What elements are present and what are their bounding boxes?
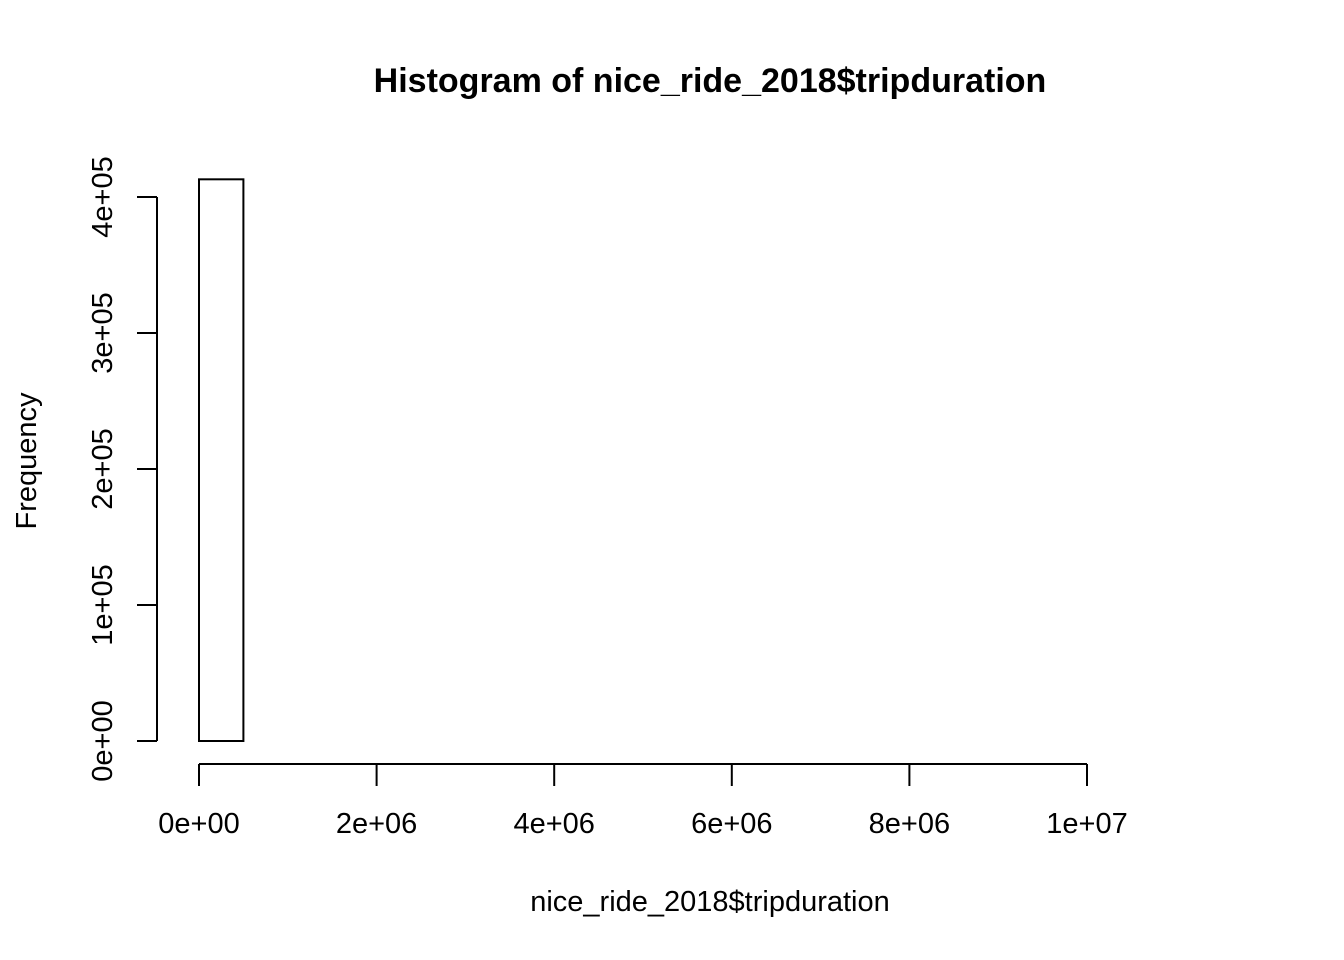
x-axis: 0e+00 2e+06 4e+06 6e+06 8e+06 1e+07 [158, 763, 1128, 840]
x-tick-label: 0e+00 [158, 808, 239, 840]
histogram-bars [198, 178, 245, 742]
x-tick-label: 2e+06 [336, 808, 417, 840]
histogram-bar [198, 178, 245, 742]
chart-title: Histogram of nice_ride_2018$tripduration [374, 62, 1047, 100]
y-axis-label: Frequency [11, 392, 43, 530]
x-tick-label: 8e+06 [869, 808, 950, 840]
y-axis: 0e+00 1e+05 2e+05 3e+05 4e+05 [87, 156, 158, 782]
y-tick-label: 2e+05 [87, 428, 119, 509]
x-tick-label: 1e+07 [1046, 808, 1127, 840]
x-tick-label: 4e+06 [513, 808, 594, 840]
x-tick-label: 6e+06 [691, 808, 772, 840]
y-tick-label: 0e+00 [87, 700, 119, 781]
y-tick-label: 4e+05 [87, 156, 119, 237]
y-tick-label: 1e+05 [87, 564, 119, 645]
x-axis-label: nice_ride_2018$tripduration [530, 886, 890, 918]
y-tick-label: 3e+05 [87, 292, 119, 373]
